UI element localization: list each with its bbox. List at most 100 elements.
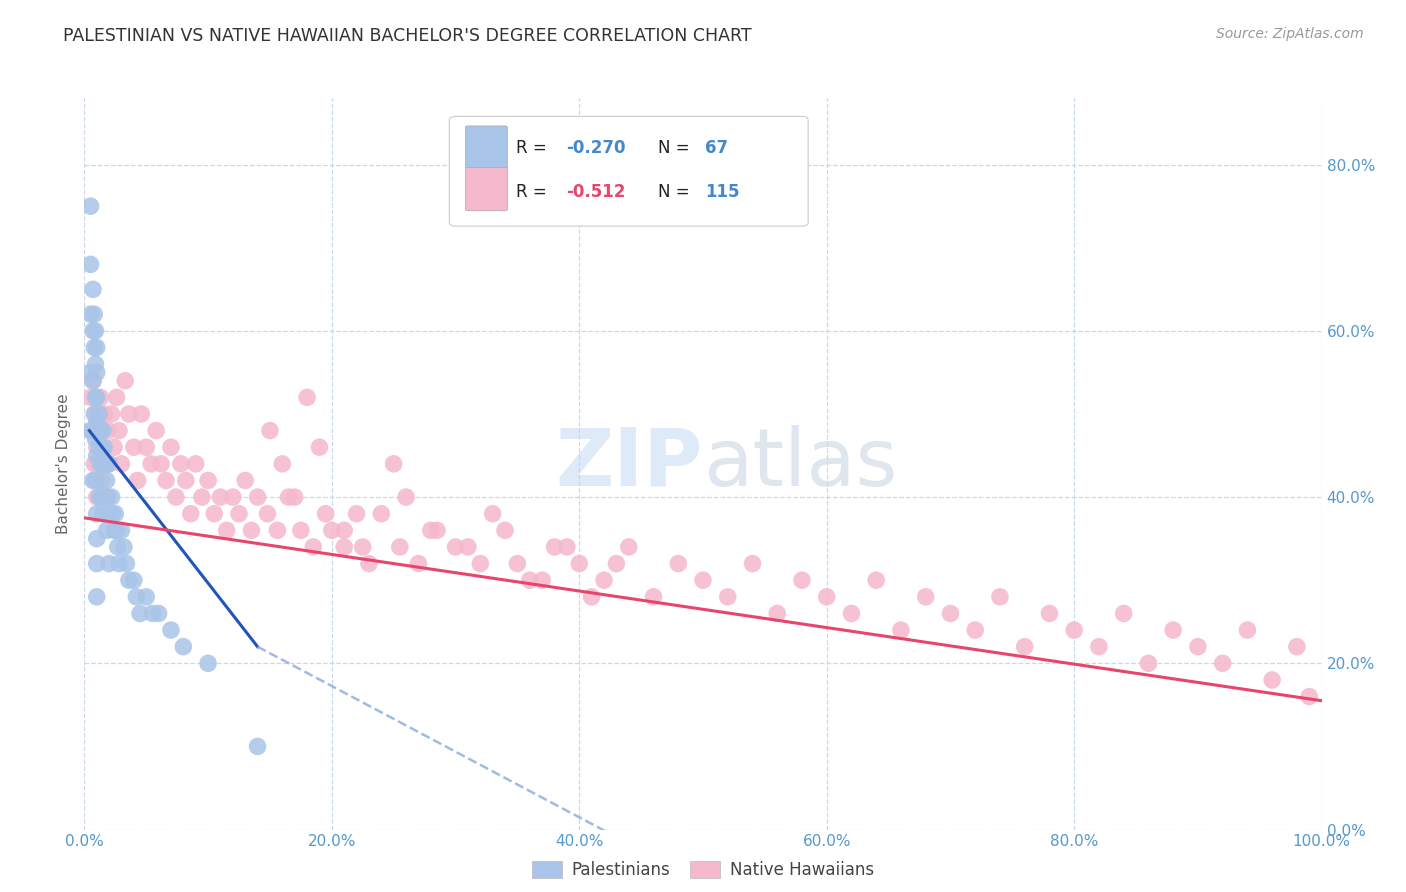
Point (90, 440, 112, 454)
Point (215, 524, 238, 538)
Point (593, 573, 616, 587)
Point (103, 524, 125, 538)
Point (174, 474, 197, 488)
Point (141, 457, 163, 471)
Point (82, 474, 104, 488)
Point (104, 507, 127, 521)
Point (141, 607, 163, 621)
Point (197, 474, 219, 488)
Point (605, 557, 627, 571)
Point (135, 440, 157, 454)
Point (82, 374, 104, 388)
Point (170, 457, 193, 471)
Point (122, 440, 145, 454)
Point (86, 532, 108, 546)
Point (84, 390, 107, 404)
Point (197, 657, 219, 671)
Text: PALESTINIAN VS NATIVE HAWAIIAN BACHELOR'S DEGREE CORRELATION CHART: PALESTINIAN VS NATIVE HAWAIIAN BACHELOR'… (63, 27, 752, 45)
Point (357, 557, 380, 571)
Point (82, 374, 104, 388)
Point (86, 474, 108, 488)
Point (222, 490, 245, 504)
Point (86, 415, 108, 429)
Point (86, 590, 108, 604)
Point (643, 590, 665, 604)
FancyBboxPatch shape (450, 117, 808, 227)
Point (86, 490, 108, 504)
Point (346, 507, 368, 521)
Point (766, 607, 789, 621)
Point (91, 507, 114, 521)
Point (1038, 607, 1060, 621)
Point (86, 366, 108, 380)
Point (160, 440, 183, 454)
Text: atlas: atlas (703, 425, 897, 503)
Point (692, 573, 714, 587)
Point (426, 524, 449, 538)
Point (481, 507, 503, 521)
Point (666, 557, 689, 571)
Point (150, 457, 173, 471)
Point (617, 540, 640, 554)
Point (89, 490, 111, 504)
Point (86, 341, 108, 355)
Point (160, 623, 183, 637)
Point (506, 557, 529, 571)
Point (1088, 640, 1111, 654)
Point (321, 524, 343, 538)
Point (1212, 657, 1234, 671)
Point (96, 524, 118, 538)
Point (290, 524, 312, 538)
Point (890, 623, 912, 637)
Point (1298, 690, 1320, 704)
Point (333, 524, 356, 538)
Point (79, 199, 101, 213)
Point (388, 540, 411, 554)
Point (271, 457, 294, 471)
Point (118, 407, 141, 421)
Point (98, 557, 121, 571)
Point (89, 390, 111, 404)
Point (89, 407, 111, 421)
Point (108, 557, 131, 571)
Text: ZIP: ZIP (555, 425, 703, 503)
Point (333, 540, 356, 554)
Point (494, 524, 516, 538)
Point (122, 573, 145, 587)
Point (259, 424, 281, 438)
Point (103, 440, 125, 454)
Point (93, 407, 115, 421)
Point (84, 432, 107, 446)
Point (1236, 623, 1258, 637)
Point (82, 282, 104, 296)
Point (543, 540, 565, 554)
Point (84, 357, 107, 371)
FancyBboxPatch shape (465, 126, 508, 169)
Point (96, 490, 118, 504)
Point (790, 573, 813, 587)
Point (79, 424, 101, 438)
Point (965, 623, 987, 637)
Point (1285, 640, 1308, 654)
Point (80, 424, 103, 438)
Point (105, 390, 128, 404)
Point (86, 440, 108, 454)
Point (97, 490, 120, 504)
Text: -0.512: -0.512 (565, 183, 626, 201)
Point (165, 490, 187, 504)
Point (408, 557, 430, 571)
Point (125, 590, 148, 604)
Point (382, 457, 405, 471)
Text: Source: ZipAtlas.com: Source: ZipAtlas.com (1216, 27, 1364, 41)
Text: R =: R = (516, 139, 553, 157)
Point (93, 490, 115, 504)
Y-axis label: Bachelor's Degree: Bachelor's Degree (56, 393, 72, 534)
Point (84, 324, 107, 338)
Text: N =: N = (658, 139, 696, 157)
Point (1063, 623, 1085, 637)
Point (114, 374, 136, 388)
Point (1187, 640, 1209, 654)
Point (79, 390, 101, 404)
Point (240, 524, 263, 538)
Point (108, 424, 131, 438)
